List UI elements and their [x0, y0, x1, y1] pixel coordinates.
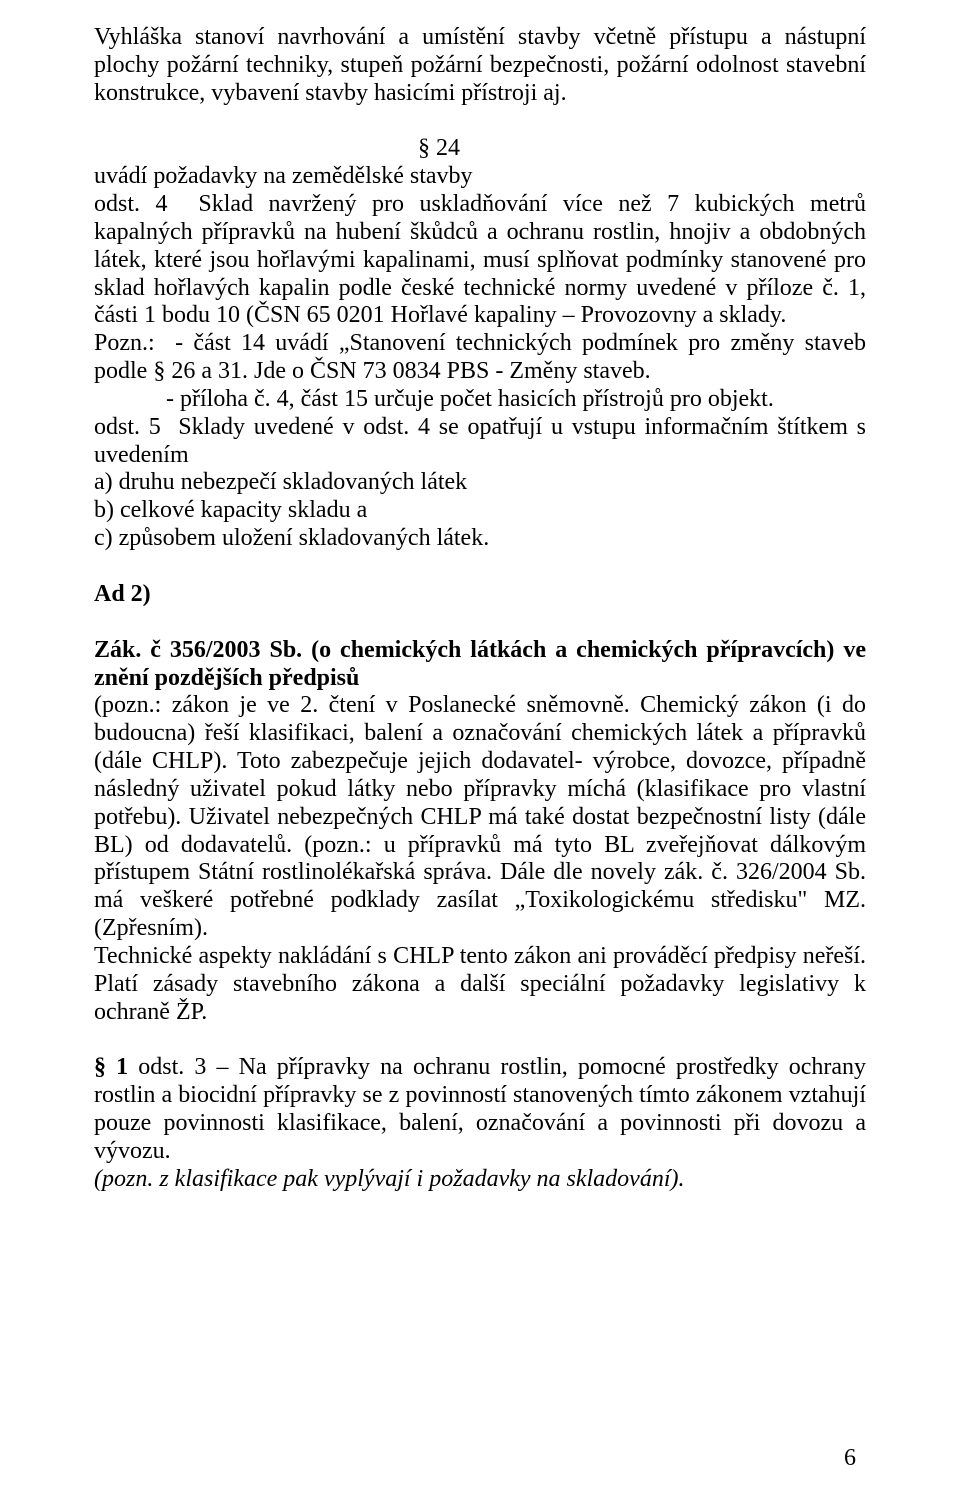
spacer	[94, 609, 866, 637]
section-1-label: § 1	[94, 1054, 128, 1080]
heading-ad2: Ad 2)	[94, 581, 866, 609]
document-page: Vyhláška stanoví navrhování a umístění s…	[0, 0, 960, 1509]
zak-title: Zák. č 356/2003 Sb. (o chemických látkác…	[94, 637, 872, 691]
page-number: 6	[844, 1445, 856, 1473]
paragraph-section-1: § 1 odst. 3 – Na přípravky na ochranu ro…	[94, 1054, 866, 1165]
spacer	[94, 107, 866, 135]
paragraph-note-italic: (pozn. z klasifikace pak vyplývají i pož…	[94, 1166, 866, 1194]
paragraph-intro: Vyhláška stanoví navrhování a umístění s…	[94, 24, 866, 107]
spacer	[94, 553, 866, 581]
spacer	[94, 1026, 866, 1054]
paragraph-zak-block: Zák. č 356/2003 Sb. (o chemických látkác…	[94, 637, 866, 1027]
section-1-body: odst. 3 – Na přípravky na ochranu rostli…	[94, 1054, 872, 1163]
zak-body: (pozn.: zákon je ve 2. čtení v Poslaneck…	[94, 692, 872, 1024]
paragraph-section-24: § 24 uvádí požadavky na zemědělské stavb…	[94, 135, 866, 552]
